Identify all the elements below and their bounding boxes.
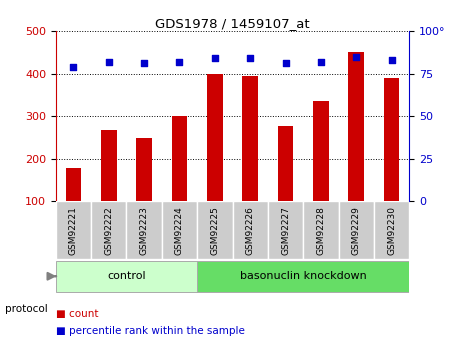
Text: GSM92226: GSM92226: [246, 206, 255, 255]
FancyBboxPatch shape: [56, 261, 197, 292]
Text: GSM92223: GSM92223: [140, 206, 149, 255]
FancyBboxPatch shape: [162, 201, 197, 259]
Point: [176, 59, 183, 65]
FancyBboxPatch shape: [197, 261, 409, 292]
Bar: [242, 76, 258, 201]
Text: GSM92227: GSM92227: [281, 206, 290, 255]
Title: GDS1978 / 1459107_at: GDS1978 / 1459107_at: [155, 17, 310, 30]
Text: ■ percentile rank within the sample: ■ percentile rank within the sample: [56, 326, 245, 336]
Point: [317, 59, 325, 65]
Bar: [384, 78, 399, 201]
Point: [70, 64, 77, 69]
Text: GSM92230: GSM92230: [387, 206, 396, 255]
Point: [211, 56, 219, 61]
FancyBboxPatch shape: [232, 201, 268, 259]
Text: GSM92221: GSM92221: [69, 206, 78, 255]
FancyBboxPatch shape: [303, 201, 339, 259]
Point: [105, 59, 113, 65]
Text: GSM92222: GSM92222: [104, 206, 113, 255]
Text: GSM92229: GSM92229: [352, 206, 361, 255]
Point: [388, 57, 395, 63]
Text: GSM92228: GSM92228: [316, 206, 326, 255]
Bar: [207, 73, 223, 201]
Bar: [66, 168, 81, 201]
FancyBboxPatch shape: [56, 201, 91, 259]
FancyBboxPatch shape: [374, 201, 409, 259]
Point: [246, 56, 254, 61]
Point: [140, 61, 148, 66]
FancyBboxPatch shape: [268, 201, 303, 259]
FancyBboxPatch shape: [339, 201, 374, 259]
Bar: [313, 101, 329, 201]
Text: control: control: [107, 271, 146, 281]
Text: GSM92224: GSM92224: [175, 206, 184, 255]
FancyBboxPatch shape: [91, 201, 126, 259]
Point: [352, 54, 360, 59]
Text: ■ count: ■ count: [56, 309, 98, 319]
FancyBboxPatch shape: [197, 201, 232, 259]
FancyBboxPatch shape: [126, 201, 162, 259]
Bar: [278, 126, 293, 201]
Text: GSM92225: GSM92225: [210, 206, 219, 255]
Bar: [136, 138, 152, 201]
Bar: [172, 116, 187, 201]
Bar: [101, 130, 117, 201]
Text: basonuclin knockdown: basonuclin knockdown: [240, 271, 366, 281]
Point: [282, 61, 289, 66]
Text: protocol: protocol: [5, 304, 47, 314]
Bar: [348, 52, 364, 201]
